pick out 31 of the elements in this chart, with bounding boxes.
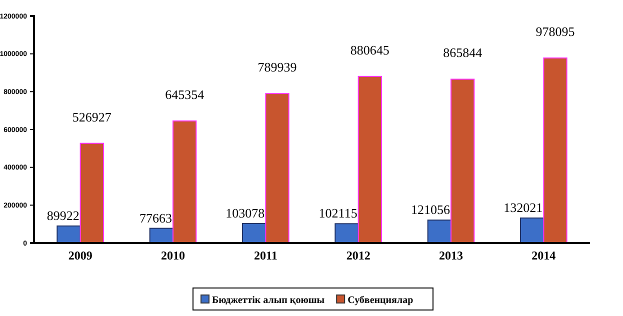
legend-label: Бюджеттік алып қоюшы [212,295,325,306]
data-label: 789939 [258,60,297,75]
data-label: 978095 [536,24,575,39]
x-tick-label: 2010 [161,248,185,263]
data-label: 132021 [504,200,543,216]
data-label: 89922 [46,208,80,223]
bar [334,223,359,244]
data-label: 645354 [165,86,205,102]
bar [427,220,452,244]
x-tick-label: 2009 [68,248,92,263]
data-label: 880645 [350,42,390,58]
data-label: 103078 [226,206,265,220]
x-tick-label: 2013 [439,248,463,263]
x-tick-label: 2012 [346,248,370,263]
x-tick-label: 2014 [532,248,556,263]
data-label: 865844 [443,45,483,60]
data-label: 102115 [318,206,358,221]
bar [80,142,104,244]
bar [543,57,568,244]
bar [242,223,266,244]
data-label: 77663 [140,210,172,226]
bar [520,218,544,244]
legend-label: Субвенциялар [348,295,414,306]
bar [265,93,290,244]
bar [56,225,81,244]
bar [450,78,475,244]
bar [172,120,197,244]
data-label: 121056 [411,202,450,218]
x-tick-label: 2011 [254,248,278,263]
bar [358,76,382,244]
data-label: 526927 [72,109,112,124]
